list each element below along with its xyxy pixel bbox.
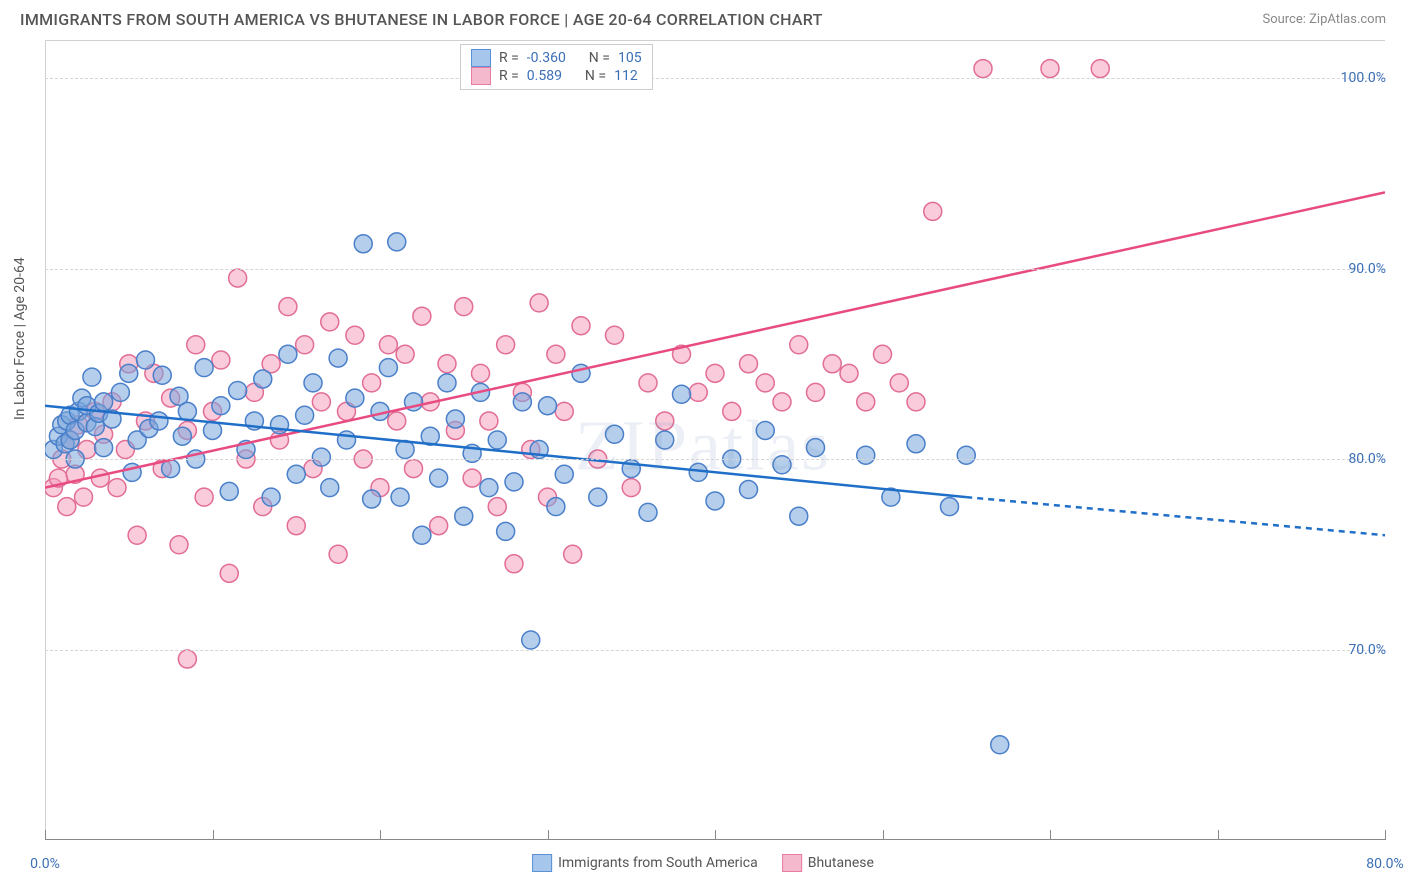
r-label: R = <box>499 50 519 66</box>
chart-title: IMMIGRANTS FROM SOUTH AMERICA VS BHUTANE… <box>20 10 823 29</box>
r-label: R = <box>499 68 519 84</box>
x-tick-label: 80.0% <box>1366 856 1404 872</box>
n-value: 105 <box>618 50 642 66</box>
y-tick-label: 80.0% <box>1348 451 1386 467</box>
r-value: -0.360 <box>527 50 566 66</box>
swatch-pink <box>782 854 802 872</box>
scatter-plot <box>45 40 1385 840</box>
legend-item-pink: Bhutanese <box>782 854 874 872</box>
swatch-blue <box>532 854 552 872</box>
r-value: 0.589 <box>527 68 562 84</box>
swatch-pink <box>471 67 491 85</box>
legend-label: Immigrants from South America <box>558 855 758 871</box>
source-label: Source: ZipAtlas.com <box>1262 12 1386 27</box>
legend-row-pink: R = 0.589 N = 112 <box>471 67 642 85</box>
n-value: 112 <box>614 68 638 84</box>
n-label: N = <box>585 68 606 84</box>
legend-label: Bhutanese <box>808 855 874 871</box>
legend-row-blue: R = -0.360 N = 105 <box>471 49 642 67</box>
y-tick-label: 100.0% <box>1341 70 1386 86</box>
swatch-blue <box>471 49 491 67</box>
x-tick-label: 0.0% <box>30 856 60 872</box>
legend-item-blue: Immigrants from South America <box>532 854 758 872</box>
n-label: N = <box>589 50 610 66</box>
correlation-legend: R = -0.360 N = 105 R = 0.589 N = 112 <box>460 44 653 90</box>
y-tick-label: 70.0% <box>1348 642 1386 658</box>
y-axis-label: In Labor Force | Age 20-64 <box>12 257 28 420</box>
series-legend: Immigrants from South America Bhutanese <box>532 854 874 872</box>
y-tick-label: 90.0% <box>1348 261 1386 277</box>
